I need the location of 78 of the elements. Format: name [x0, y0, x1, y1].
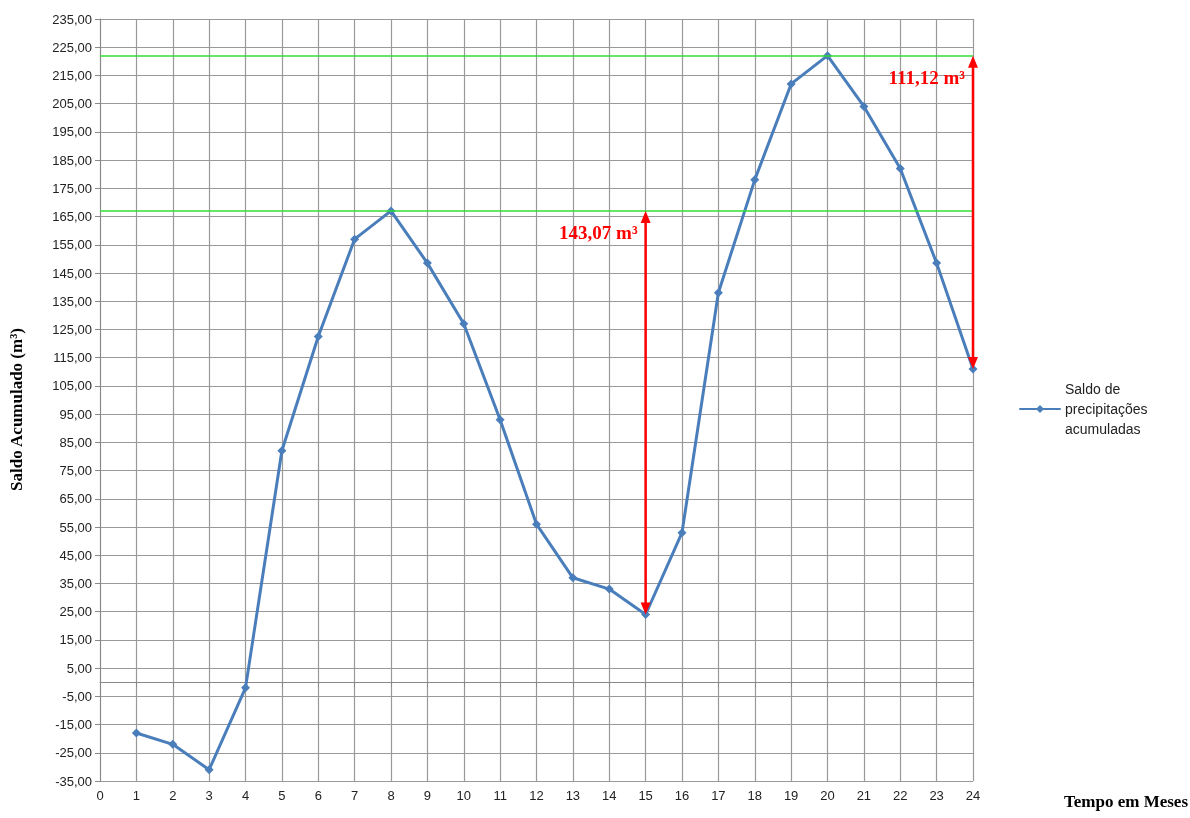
- annotation: 143,07 m³: [559, 222, 638, 244]
- y-tick-label: 195,00: [52, 124, 92, 140]
- x-tick-label: 21: [856, 788, 872, 803]
- point: [895, 164, 905, 174]
- point: [932, 258, 942, 268]
- x-tick-label: 23: [929, 788, 944, 803]
- y-tick-label: 85,00: [59, 434, 92, 450]
- x-tick-label: 17: [711, 788, 726, 803]
- point: [532, 519, 541, 529]
- point: [131, 728, 141, 738]
- point: [713, 288, 723, 298]
- point: [677, 528, 687, 538]
- x-tick-label: 22: [893, 788, 908, 803]
- y-tick-label: 25,00: [59, 604, 92, 620]
- y-tick-label: 65,00: [59, 491, 92, 507]
- point: [750, 175, 760, 185]
- x-tick-label: 16: [674, 788, 690, 803]
- x-tick-label: 10: [456, 788, 471, 803]
- point: [604, 584, 614, 594]
- y-tick-label: 35,00: [59, 575, 92, 591]
- y-tick-label: -5,00: [62, 688, 92, 704]
- y-tick-label: 115,00: [53, 350, 92, 366]
- point: [313, 332, 323, 341]
- y-tick-label: 135,00: [52, 293, 92, 309]
- point: [459, 319, 469, 329]
- y-tick-label: 45,00: [59, 547, 92, 563]
- y-tick-label: 175,00: [52, 180, 92, 196]
- x-tick-label: 7: [351, 788, 359, 803]
- x-tick-label: 20: [820, 788, 835, 803]
- y-tick-label: 75,00: [59, 463, 92, 479]
- y-tick-label: 155,00: [52, 237, 92, 253]
- x-tick-label: 13: [565, 788, 581, 803]
- y-tick-label: 205,00: [52, 96, 92, 112]
- point: [786, 79, 796, 89]
- x-tick-label: 24: [965, 788, 981, 803]
- x-tick-label: 2: [169, 788, 177, 803]
- x-tick-label: 12: [529, 788, 544, 803]
- legend-label: Saldo de precipitações acumuladas: [1065, 381, 1152, 437]
- x-tick-label: 14: [602, 788, 617, 803]
- y-tick-label: 5,00: [66, 660, 92, 676]
- x-tick-label: 6: [314, 788, 322, 803]
- x-tick-label: 3: [205, 788, 213, 803]
- point: [350, 234, 360, 244]
- x-tick-label: 0: [96, 788, 104, 803]
- x-tick-label: 15: [638, 788, 653, 803]
- y-axis-title: Saldo Acumulado (m³): [7, 328, 26, 491]
- x-tick-label: 1: [132, 788, 140, 803]
- y-tick-label: -35,00: [55, 773, 92, 789]
- y-tick-label: 95,00: [59, 406, 92, 422]
- x-tick-label: 9: [423, 788, 431, 803]
- point: [168, 739, 178, 749]
- x-tick-label: 8: [387, 788, 395, 803]
- point: [422, 258, 432, 268]
- y-tick-label: 55,00: [59, 519, 92, 535]
- y-tick-label: 15,00: [59, 632, 92, 648]
- x-tick-label: 4: [241, 788, 250, 803]
- x-axis-title: Tempo em Meses: [1063, 792, 1189, 811]
- x-tick-label: 5: [278, 788, 286, 803]
- y-tick-label: -25,00: [55, 745, 92, 761]
- annotation: 111,12 m³: [888, 67, 966, 89]
- y-tick-label: 225,00: [52, 39, 92, 55]
- x-tick-label: 19: [783, 788, 799, 803]
- point: [568, 573, 578, 583]
- point: [277, 446, 287, 456]
- point: [204, 765, 214, 775]
- y-tick-label: 105,00: [52, 378, 92, 394]
- x-tick-label: 18: [747, 788, 762, 803]
- y-tick-label: 235,00: [52, 11, 92, 27]
- y-tick-label: 185,00: [52, 152, 92, 168]
- x-tick-label: 11: [493, 788, 507, 803]
- point: [495, 415, 505, 425]
- y-tick-label: 165,00: [52, 209, 92, 225]
- point: [241, 683, 250, 693]
- point: [859, 101, 869, 111]
- y-tick-label: 125,00: [52, 321, 92, 337]
- y-tick-label: 145,00: [52, 265, 92, 281]
- y-tick-label: 215,00: [52, 67, 92, 83]
- y-tick-label: -15,00: [55, 717, 92, 733]
